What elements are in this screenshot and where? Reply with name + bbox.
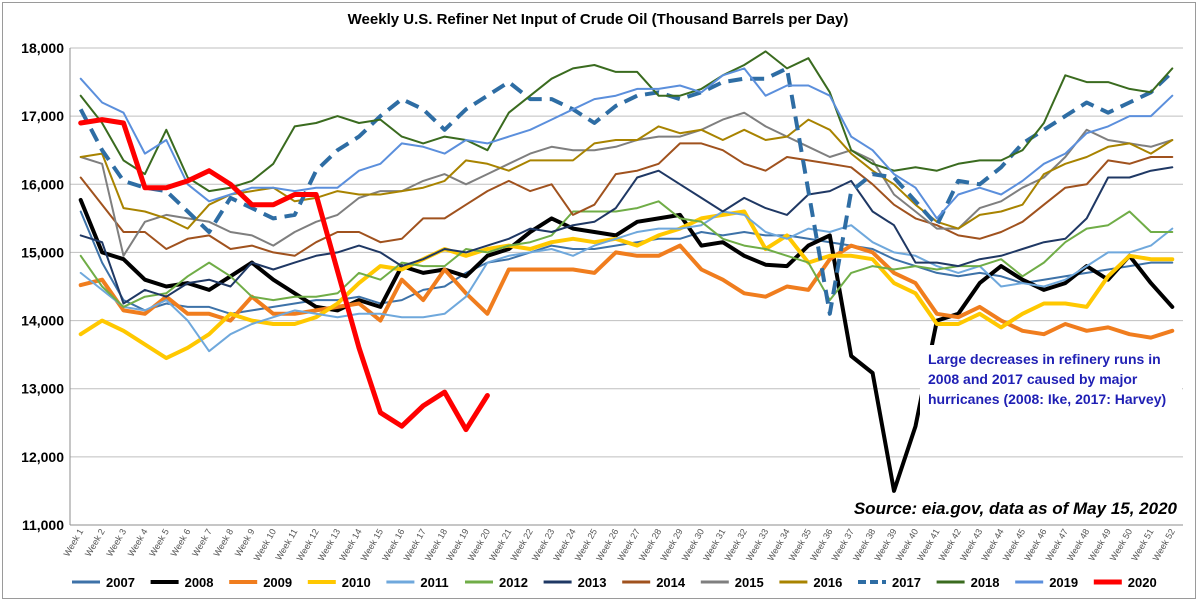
chart-title: Weekly U.S. Refiner Net Input of Crude O… bbox=[348, 11, 849, 28]
y-tick-label: 14,000 bbox=[21, 313, 64, 329]
legend-label-2019: 2019 bbox=[1049, 575, 1078, 590]
legend-label-2008: 2008 bbox=[185, 575, 214, 590]
legend-label-2011: 2011 bbox=[420, 575, 448, 590]
series-line-2012 bbox=[79, 200, 1174, 308]
hurricane-note-line: 2008 and 2017 caused by major bbox=[928, 371, 1138, 387]
legend-label-2009: 2009 bbox=[263, 575, 292, 590]
legend-label-2017: 2017 bbox=[892, 575, 921, 590]
y-axis-ticks: 11,000 12,000 13,000 14,000 15,000 16,000 17,0… bbox=[21, 40, 64, 533]
series-lines bbox=[78, 50, 1175, 493]
series-line-2018 bbox=[79, 50, 1174, 193]
series-line-2017 bbox=[78, 66, 1174, 316]
legend-label-2014: 2014 bbox=[656, 575, 686, 590]
hurricane-note-line: hurricanes (2008: Ike, 2017: Harvey) bbox=[928, 391, 1166, 407]
series-line-2016 bbox=[79, 118, 1174, 230]
legend-label-2016: 2016 bbox=[813, 575, 842, 590]
legend-label-2020: 2020 bbox=[1128, 575, 1157, 590]
series-line-2020 bbox=[78, 117, 490, 433]
series-line-2014 bbox=[79, 142, 1174, 257]
series-line-2013 bbox=[79, 166, 1174, 305]
y-tick-label: 11,000 bbox=[22, 517, 64, 533]
annotations: Large decreases in refinery runs in 2008 … bbox=[854, 345, 1182, 520]
grid bbox=[69, 47, 1183, 526]
y-tick-label: 13,000 bbox=[21, 381, 64, 397]
y-tick-label: 12,000 bbox=[21, 449, 64, 465]
legend-label-2015: 2015 bbox=[735, 575, 764, 590]
y-tick-label: 17,000 bbox=[21, 108, 64, 124]
legend-label-2013: 2013 bbox=[578, 575, 607, 590]
y-tick-label: 16,000 bbox=[21, 176, 64, 192]
series-line-2011 bbox=[79, 210, 1174, 353]
series-line-2010 bbox=[78, 209, 1175, 361]
legend-label-2010: 2010 bbox=[342, 575, 371, 590]
source-note: Source: eia.gov, data as of May 15, 2020 bbox=[854, 499, 1178, 518]
series-line-2009 bbox=[78, 243, 1175, 340]
legend: 2007 2008 2009 2010 2011 2012 2013 2014 2015 2016… bbox=[72, 575, 1157, 590]
legend-label-2012: 2012 bbox=[499, 575, 528, 590]
source-box bbox=[862, 494, 1180, 520]
y-tick-label: 18,000 bbox=[21, 40, 64, 56]
annotation-box bbox=[920, 345, 1182, 415]
y-tick-label: 15,000 bbox=[21, 244, 64, 260]
series-line-2008 bbox=[78, 198, 1175, 493]
hurricane-note-line: Large decreases in refinery runs in bbox=[928, 351, 1161, 367]
legend-label-2007: 2007 bbox=[106, 575, 135, 590]
series-line-2015 bbox=[79, 111, 1174, 257]
series-line-2019 bbox=[79, 67, 1174, 220]
legend-label-2018: 2018 bbox=[971, 575, 1000, 590]
